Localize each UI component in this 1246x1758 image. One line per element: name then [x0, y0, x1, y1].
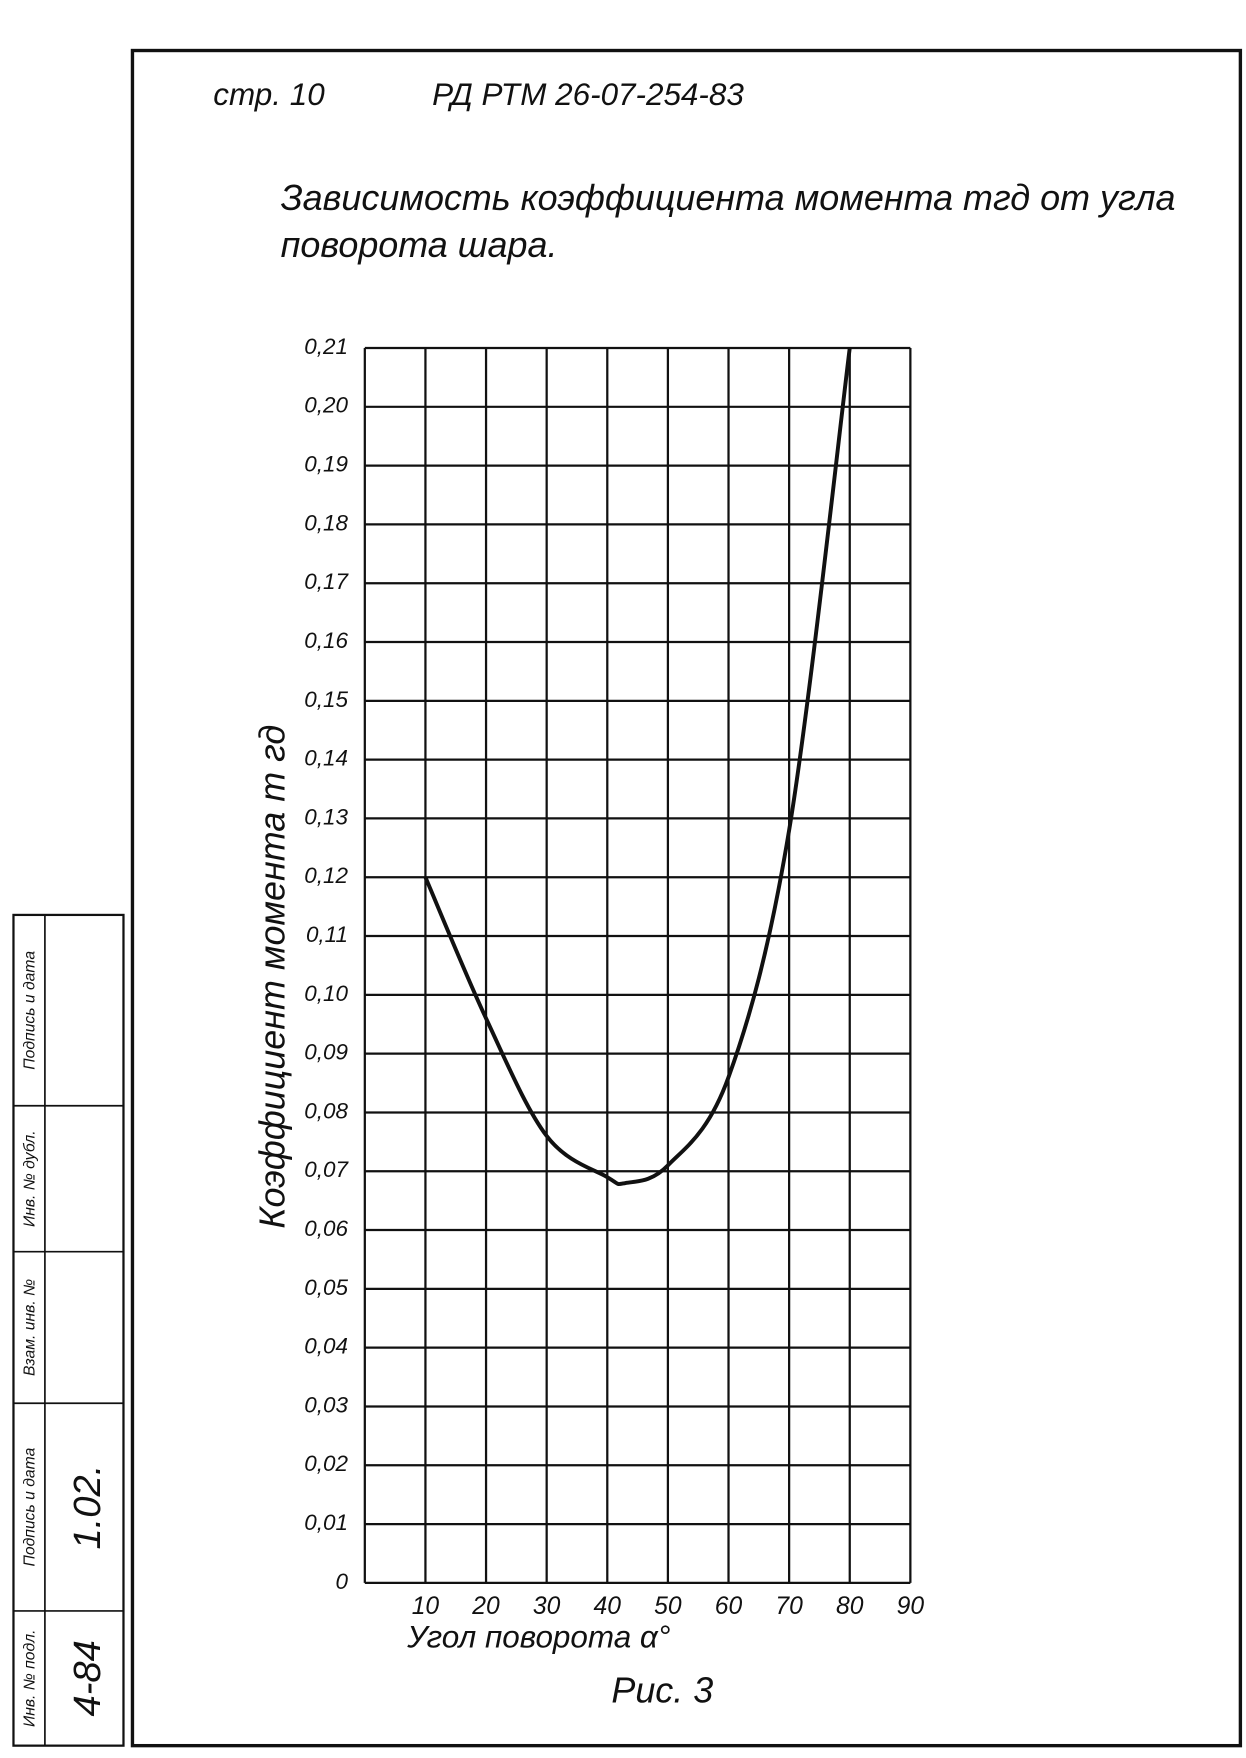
x-tick-label: 20 [471, 1593, 500, 1620]
y-tick-label: 0,03 [304, 1392, 348, 1417]
figure-caption: Рис. 3 [611, 1669, 713, 1710]
stamp-value: 4-84 [66, 1640, 109, 1716]
y-tick-label: 0,14 [304, 746, 348, 771]
x-tick-label: 60 [715, 1593, 743, 1620]
page-number: стр. 10 [213, 77, 325, 112]
x-axis-label: Угол поворота α° [406, 1619, 670, 1654]
y-tick-label: 0 [335, 1569, 348, 1594]
y-tick-label: 0,01 [304, 1510, 348, 1535]
chart-title: Зависимость коэффициента момента mгд от … [280, 177, 1176, 265]
stamp-label: Инв. № дубл. [21, 1130, 38, 1227]
y-tick-label: 0,20 [304, 393, 348, 418]
stamp-frame [12, 913, 125, 1747]
y-tick-label: 0,05 [304, 1275, 348, 1300]
stamp-value: 1.02. [66, 1465, 109, 1550]
y-tick-label: 0,04 [304, 1334, 348, 1359]
y-tick-label: 0,19 [304, 452, 348, 477]
y-tick-label: 0,15 [304, 687, 348, 712]
y-tick-label: 0,18 [304, 510, 348, 535]
x-tick-label: 90 [897, 1593, 925, 1620]
y-tick-label: 0,02 [304, 1451, 348, 1476]
x-tick-label: 80 [836, 1593, 864, 1620]
data-line [423, 347, 852, 1187]
y-axis-label: Коэффициент момента m гд [252, 725, 293, 1229]
y-tick-label: 0,10 [304, 981, 348, 1006]
y-tick-label: 0,07 [304, 1157, 349, 1182]
y-tick-label: 0,09 [304, 1040, 348, 1065]
stamp-label: Инв. № подл. [21, 1630, 38, 1727]
y-tick-label: 0,17 [304, 569, 349, 594]
y-tick-label: 0,16 [304, 628, 348, 653]
stamp-label: Взам. инв. № [21, 1279, 38, 1376]
x-tick-label: 50 [654, 1593, 682, 1620]
doc-code: РД РТМ 26-07-254-83 [432, 77, 744, 112]
x-tick-label: 10 [412, 1593, 440, 1620]
y-tick-label: 0,11 [306, 922, 348, 947]
x-tick-label: 40 [594, 1593, 622, 1620]
y-tick-label: 0,06 [304, 1216, 348, 1241]
y-tick-label: 0,12 [304, 863, 348, 888]
title-box: Зависимость коэффициента момента mгд от … [280, 177, 1176, 265]
stamp-label: Подпись и дата [21, 951, 38, 1070]
x-tick-label: 70 [775, 1593, 803, 1620]
y-tick-label: 0,08 [304, 1098, 348, 1123]
page-frame [130, 48, 1243, 1748]
x-tick-label: 30 [533, 1593, 561, 1620]
y-tick-label: 0,13 [304, 804, 348, 829]
y-tick-label: 0,21 [304, 334, 348, 359]
stamp-label: Подпись и дата [21, 1447, 38, 1566]
